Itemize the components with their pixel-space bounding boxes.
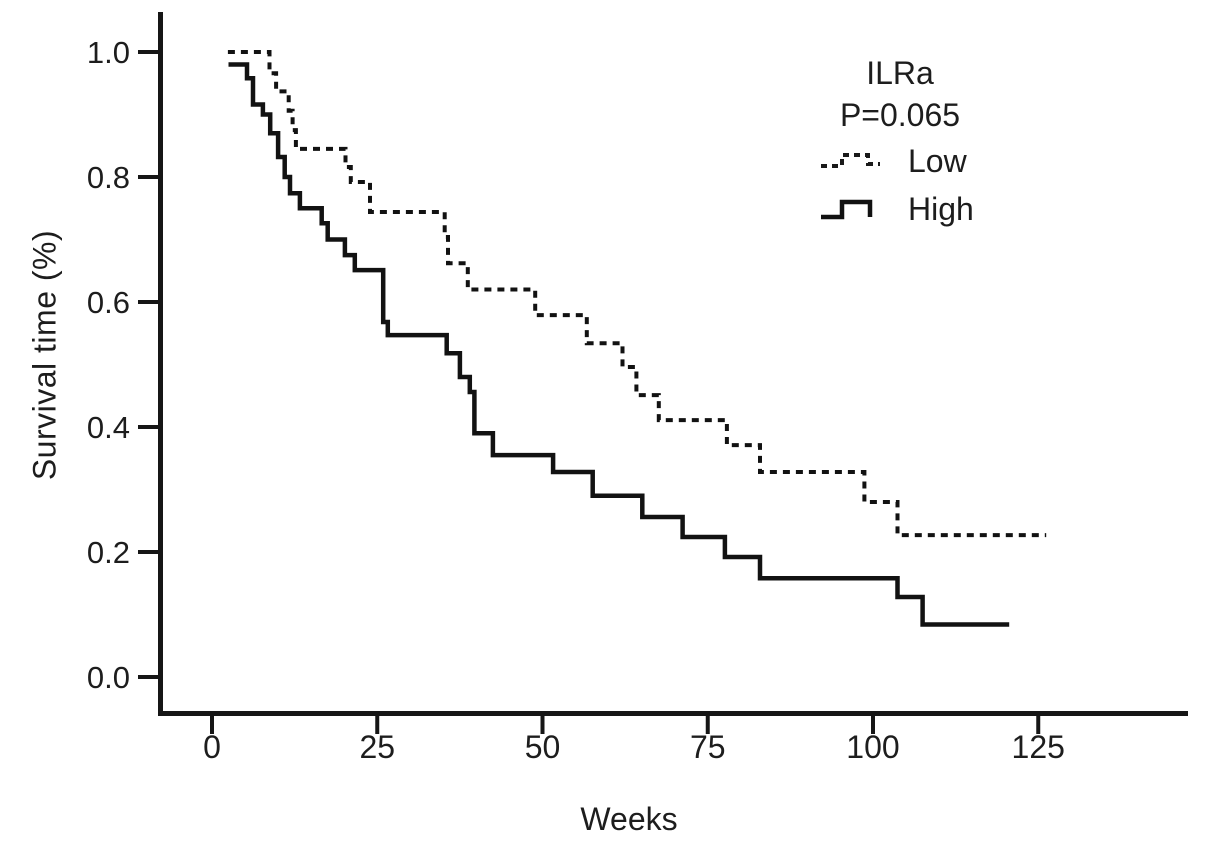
legend-entry-label: Low (908, 143, 967, 179)
y-tick-label: 1.0 (87, 35, 130, 70)
legend-entry-high: High (760, 189, 1040, 229)
x-axis-title: Weeks (580, 801, 678, 837)
y-axis-title: Survival time (%) (26, 229, 63, 481)
y-tick-label: 0.4 (87, 410, 130, 445)
x-tick-label: 25 (359, 729, 395, 765)
high-solid-line-icon (821, 199, 873, 220)
y-tick-label: 0.8 (87, 160, 130, 195)
x-tick-label: 75 (690, 729, 726, 765)
y-tick-label: 0.0 (87, 660, 130, 695)
survival-curve-high (228, 62, 1010, 627)
low-dashed-line-icon (821, 153, 880, 168)
x-tick-label: 100 (846, 729, 899, 765)
legend-title: ILRa (866, 55, 934, 91)
x-tick-label: 0 (203, 729, 221, 765)
x-tick-label: 125 (1012, 729, 1065, 765)
x-tick-label: 50 (525, 729, 561, 765)
survival-curve-low (227, 50, 1047, 538)
legend-entry-label: High (908, 191, 974, 227)
y-tick-label: 0.2 (87, 535, 130, 570)
legend-entry-low: Low (760, 141, 1040, 181)
legend-p-value: P=0.065 (839, 97, 961, 133)
legend: ILRa P=0.065 Low High (760, 55, 1040, 229)
y-tick-label: 0.6 (87, 285, 130, 320)
